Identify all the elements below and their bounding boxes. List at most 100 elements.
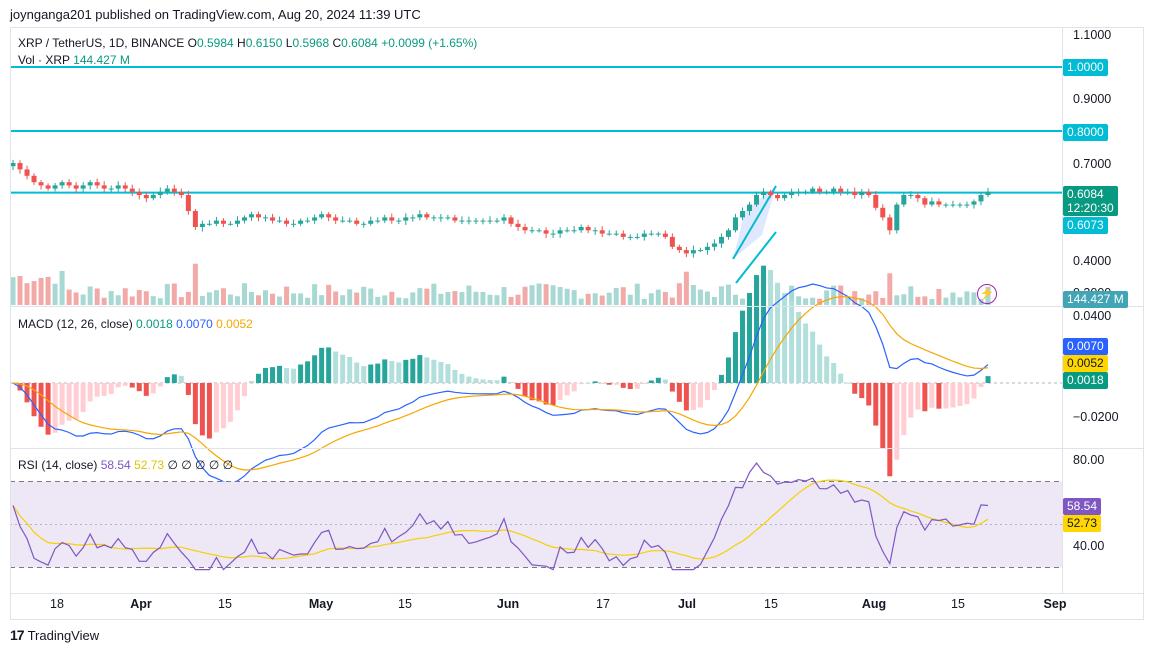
macd-hist-bar xyxy=(241,383,247,397)
macd-hist-bar xyxy=(403,359,409,383)
volume-bar xyxy=(108,291,114,305)
candle-body xyxy=(964,204,970,206)
rsi-label[interactable]: RSI (14, close) xyxy=(18,458,98,472)
macd-hist-bar xyxy=(213,383,219,433)
macd-hist-bar xyxy=(227,383,233,422)
volume-tag: 144.427 M xyxy=(1063,291,1128,308)
candle-body xyxy=(38,182,44,186)
rsi-legend: RSI (14, close) 58.54 52.73 ∅ ∅ ∅ ∅ ∅ xyxy=(18,458,233,472)
macd-hist-bar xyxy=(298,364,304,383)
volume-bar xyxy=(66,289,72,305)
candle-body xyxy=(606,233,612,235)
volume-bar xyxy=(711,296,717,305)
candle-body xyxy=(655,233,661,235)
volume-bar xyxy=(199,295,205,305)
volume-bar xyxy=(599,295,605,305)
volume-bar xyxy=(248,291,254,305)
volume-label[interactable]: Vol · XRP xyxy=(18,53,70,67)
candle-body xyxy=(171,188,177,192)
candle-body xyxy=(73,185,79,189)
volume-bar xyxy=(557,287,563,305)
time-axis-separator xyxy=(10,593,1144,594)
macd-hist-bar xyxy=(199,383,205,436)
macd-signal-line xyxy=(12,296,989,471)
volume-bar xyxy=(129,296,135,305)
volume-bar xyxy=(87,286,93,305)
macd-hist-bar xyxy=(592,381,598,383)
macd-hist-bar xyxy=(424,357,430,383)
volume-bar xyxy=(866,294,872,305)
volume-bar xyxy=(192,263,198,305)
candle-body xyxy=(718,236,724,244)
candle-body xyxy=(136,191,142,195)
candle-body xyxy=(473,220,479,222)
candle-body xyxy=(599,230,605,234)
candle-body xyxy=(277,220,283,222)
symbol-name[interactable]: XRP / TetherUS, 1D, BINANCE xyxy=(18,36,185,50)
volume-bar xyxy=(718,286,724,305)
candle-body xyxy=(438,217,444,219)
macd-hist-bar xyxy=(256,373,262,383)
macd-hist-bar xyxy=(66,383,72,421)
volume-bar xyxy=(291,293,297,305)
macd-axis-label: −0.0200 xyxy=(1073,410,1119,424)
macd-hist-bar xyxy=(31,383,37,417)
volume-bar xyxy=(810,297,816,305)
candle-body xyxy=(662,233,668,237)
flash-icon[interactable]: ⚡ xyxy=(977,284,997,304)
candle-body xyxy=(627,236,633,238)
macd-hist-bar xyxy=(347,356,353,383)
volume-bar xyxy=(634,283,640,305)
volume-bar xyxy=(494,295,500,305)
volume-bar xyxy=(564,288,570,305)
volume-bar xyxy=(270,293,276,305)
macd-legend: MACD (12, 26, close) 0.0018 0.0070 0.005… xyxy=(18,317,253,331)
volume-bar xyxy=(375,296,381,305)
macd-label[interactable]: MACD (12, 26, close) xyxy=(18,317,133,331)
candle-body xyxy=(845,191,851,193)
macd-hist-bar xyxy=(431,359,437,383)
macd-hist-bar xyxy=(445,364,451,383)
macd-hist-bar xyxy=(627,383,633,390)
macd-hist-bar xyxy=(129,383,135,388)
macd-hist-value: 0.0018 xyxy=(136,317,173,331)
macd-hist-bar xyxy=(178,375,184,383)
macd-hist-bar xyxy=(648,380,654,383)
low-label: L xyxy=(285,36,293,50)
macd-hist-bar xyxy=(473,378,479,383)
price-axis-label-partial: 0.3000 xyxy=(1073,286,1111,292)
candle-body xyxy=(824,191,830,193)
rsi-ma-line xyxy=(12,479,989,560)
macd-hist-bar xyxy=(466,376,472,383)
volume-bar xyxy=(662,291,668,305)
price-axis-label: 0.4000 xyxy=(1073,254,1112,268)
volume-bar xyxy=(887,273,893,305)
candle-body xyxy=(789,191,795,195)
volume-bar xyxy=(298,293,304,305)
tradingview-logo[interactable]: 17 TradingView xyxy=(10,627,99,643)
candle-body xyxy=(908,195,914,196)
macd-hist-bar xyxy=(676,383,682,402)
macd-hist-bar xyxy=(94,383,100,397)
macd-hist-bar xyxy=(220,383,226,429)
candle-body xyxy=(936,201,942,205)
candle-body xyxy=(122,185,128,189)
macd-hist-bar xyxy=(683,383,689,411)
volume-value: 144.427 M xyxy=(73,53,130,67)
volume-bar xyxy=(227,294,233,305)
volume-bar xyxy=(94,288,100,305)
macd-hist-bar xyxy=(817,344,823,383)
candle-body xyxy=(810,188,816,192)
macd-hist-bar xyxy=(284,368,290,383)
macd-hist-bar xyxy=(599,383,605,384)
macd-hist-bar xyxy=(143,383,149,396)
rsi-tag: 58.54 xyxy=(1063,498,1102,515)
macd-hist-bar xyxy=(522,383,528,397)
volume-bar xyxy=(347,289,353,305)
volume-bar xyxy=(894,295,900,305)
candle-body xyxy=(922,198,928,205)
tradingview-icon: 17 xyxy=(10,627,25,643)
candle-body xyxy=(164,188,170,192)
candle-body xyxy=(185,195,191,211)
